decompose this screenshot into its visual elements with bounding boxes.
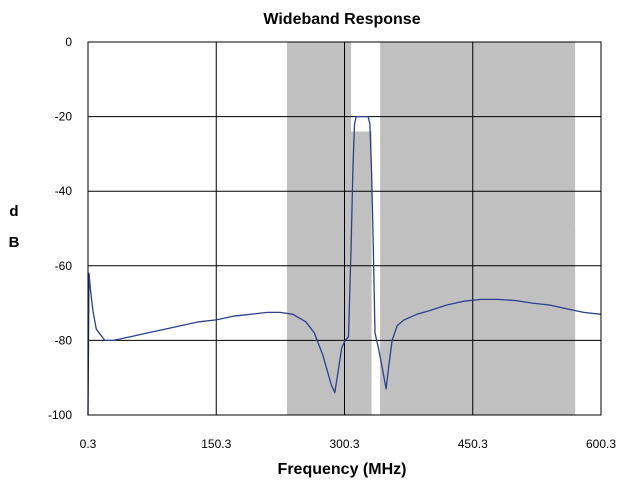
y-axis-label-line-1: d [9, 203, 18, 220]
mask-regions [286, 42, 576, 415]
series-line-0 [87, 115, 602, 416]
y-tick-label: -80 [55, 333, 73, 347]
plot-border [87, 41, 602, 416]
mask-region-6 [286, 42, 352, 415]
y-tick-label: 0 [65, 35, 72, 49]
y-tick-label: -100 [48, 408, 72, 422]
x-axis-label: Frequency (MHz) [278, 461, 407, 478]
y-tick-label: -20 [55, 110, 73, 124]
y-tick-labels: 0 -20 -40 -60 -80 -100 [48, 35, 72, 422]
x-tick-label: 450.3 [458, 437, 488, 451]
mask-region-2 [351, 131, 372, 415]
x-tick-label: 300.3 [329, 437, 359, 451]
x-tick-label: 600.3 [586, 437, 616, 451]
x-tick-label: 150.3 [201, 437, 231, 451]
x-tick-labels: 0.3 150.3 300.3 450.3 600.3 [80, 437, 617, 451]
y-axis-label-line-2: B [9, 234, 20, 251]
chart-title: Wideband Response [263, 11, 420, 28]
y-tick-label: -60 [55, 259, 73, 273]
mask-region-7 [380, 42, 576, 415]
y-tick-label: -40 [55, 184, 73, 198]
series-layer [87, 115, 602, 416]
x-tick-label: 0.3 [80, 437, 97, 451]
